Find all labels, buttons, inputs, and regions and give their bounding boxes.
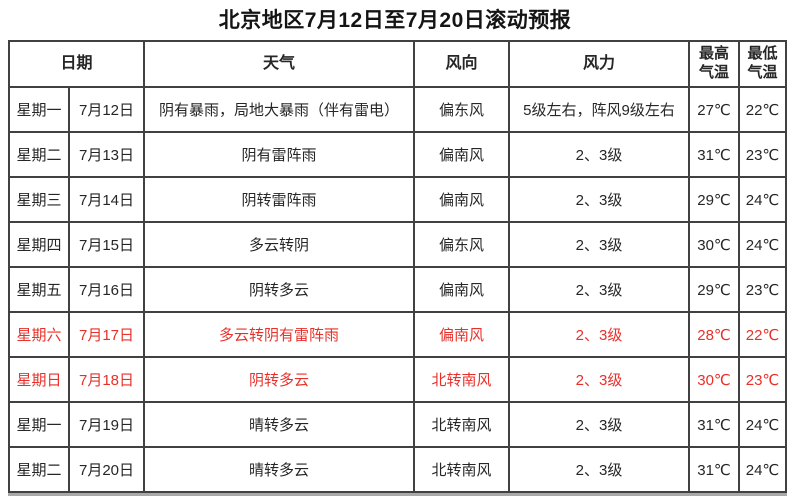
temp-high-cell: 31℃ — [688, 401, 741, 448]
weather-cell: 阴转雷阵雨 — [143, 176, 416, 223]
table-row: 星期一 7月19日 晴转多云 北转南风 2、3级 31℃ 24℃ — [8, 401, 788, 448]
col-header-temp-low: 最低 气温 — [738, 40, 788, 88]
col-header-wind-force: 风力 — [508, 40, 691, 88]
wind-direction-cell: 偏东风 — [413, 86, 511, 133]
temp-low-cell: 22℃ — [738, 311, 788, 358]
col-header-date: 日期 — [7, 40, 146, 88]
forecast-table-body: 星期一 7月12日 阴有暴雨，局地大暴雨（伴有雷电） 偏东风 5级左右，阵风9级左右 27… — [8, 86, 788, 493]
wind-direction-cell: 偏南风 — [413, 176, 511, 223]
date-cell: 7月14日 — [67, 176, 146, 223]
weekday-cell: 星期二 — [8, 446, 70, 493]
weekday-cell: 星期三 — [8, 176, 70, 223]
temp-high-cell: 27℃ — [688, 86, 741, 133]
wind-force-cell: 2、3级 — [508, 446, 691, 493]
temp-high-cell: 29℃ — [688, 176, 741, 223]
wind-direction-cell: 北转南风 — [413, 356, 511, 403]
date-cell: 7月18日 — [67, 356, 146, 403]
date-cell: 7月17日 — [67, 311, 146, 358]
weather-cell: 阴有暴雨，局地大暴雨（伴有雷电） — [143, 86, 416, 133]
table-row: 星期二 7月20日 晴转多云 北转南风 2、3级 31℃ 24℃ — [8, 446, 788, 493]
table-row: 星期五 7月16日 阴转多云 偏南风 2、3级 29℃ 23℃ — [8, 266, 788, 313]
weekday-cell: 星期日 — [8, 356, 70, 403]
weekday-cell: 星期一 — [8, 86, 70, 133]
wind-direction-cell: 偏南风 — [413, 131, 511, 178]
table-row: 星期六 7月17日 多云转阴有雷阵雨 偏南风 2、3级 28℃ 22℃ — [8, 311, 788, 358]
weather-cell: 阴转多云 — [143, 356, 416, 403]
date-cell: 7月13日 — [67, 131, 146, 178]
wind-force-cell: 2、3级 — [508, 356, 691, 403]
date-cell: 7月16日 — [67, 266, 146, 313]
wind-direction-cell: 偏东风 — [413, 221, 511, 268]
weather-cell: 晴转多云 — [143, 446, 416, 493]
weather-cell: 晴转多云 — [143, 401, 416, 448]
wind-force-cell: 2、3级 — [508, 131, 691, 178]
temp-high-cell: 30℃ — [688, 221, 741, 268]
weather-cell: 阴转多云 — [143, 266, 416, 313]
temp-high-cell: 29℃ — [688, 266, 741, 313]
wind-direction-cell: 偏南风 — [413, 266, 511, 313]
weekday-cell: 星期二 — [8, 131, 70, 178]
weekday-cell: 星期六 — [8, 311, 70, 358]
temp-low-cell: 23℃ — [738, 356, 788, 403]
temp-low-cell: 24℃ — [738, 446, 788, 493]
weekday-cell: 星期四 — [8, 221, 70, 268]
temp-low-cell: 22℃ — [738, 86, 788, 133]
date-cell: 7月20日 — [67, 446, 146, 493]
wind-direction-cell: 偏南风 — [413, 311, 511, 358]
wind-force-cell: 2、3级 — [508, 266, 691, 313]
table-row: 星期一 7月12日 阴有暴雨，局地大暴雨（伴有雷电） 偏东风 5级左右，阵风9级左右 27… — [8, 86, 788, 133]
temp-high-cell: 31℃ — [688, 131, 741, 178]
weekday-cell: 星期一 — [8, 401, 70, 448]
wind-direction-cell: 北转南风 — [413, 401, 511, 448]
wind-force-cell: 2、3级 — [508, 221, 691, 268]
table-row: 星期二 7月13日 阴有雷阵雨 偏南风 2、3级 31℃ 23℃ — [8, 131, 788, 178]
col-header-wind-direction: 风向 — [413, 40, 511, 88]
temp-low-cell: 23℃ — [738, 266, 788, 313]
wind-force-cell: 2、3级 — [508, 176, 691, 223]
wind-force-cell: 2、3级 — [508, 311, 691, 358]
forecast-table: 日期 天气 风向 风力 最高 气温 最低 气温 星期一 7月12日 阴有暴雨，局地大… — [7, 40, 788, 493]
date-cell: 7月19日 — [67, 401, 146, 448]
wind-force-cell: 2、3级 — [508, 401, 691, 448]
table-row: 星期日 7月18日 阴转多云 北转南风 2、3级 30℃ 23℃ — [8, 356, 788, 403]
weather-cell: 阴有雷阵雨 — [143, 131, 416, 178]
table-row: 星期四 7月15日 多云转阴 偏东风 2、3级 30℃ 24℃ — [8, 221, 788, 268]
temp-low-cell: 24℃ — [738, 176, 788, 223]
header-row: 日期 天气 风向 风力 最高 气温 最低 气温 — [7, 40, 788, 88]
col-header-weather: 天气 — [143, 40, 416, 88]
temp-high-cell: 28℃ — [688, 311, 741, 358]
temp-low-cell: 24℃ — [738, 221, 788, 268]
col-header-temp-high: 最高 气温 — [688, 40, 741, 88]
temp-high-cell: 31℃ — [688, 446, 741, 493]
table-row: 星期三 7月14日 阴转雷阵雨 偏南风 2、3级 29℃ 24℃ — [8, 176, 788, 223]
page-title: 北京地区7月12日至7月20日滚动预报 — [218, 9, 572, 32]
weather-cell: 多云转阴 — [143, 221, 416, 268]
date-cell: 7月15日 — [67, 221, 146, 268]
temp-low-cell: 24℃ — [738, 401, 788, 448]
wind-direction-cell: 北转南风 — [413, 446, 511, 493]
date-cell: 7月12日 — [67, 86, 146, 133]
temp-low-cell: 23℃ — [738, 131, 788, 178]
weekday-cell: 星期五 — [8, 266, 70, 313]
weather-cell: 多云转阴有雷阵雨 — [143, 311, 416, 358]
temp-high-cell: 30℃ — [688, 356, 741, 403]
wind-force-cell: 5级左右，阵风9级左右 — [508, 86, 691, 133]
